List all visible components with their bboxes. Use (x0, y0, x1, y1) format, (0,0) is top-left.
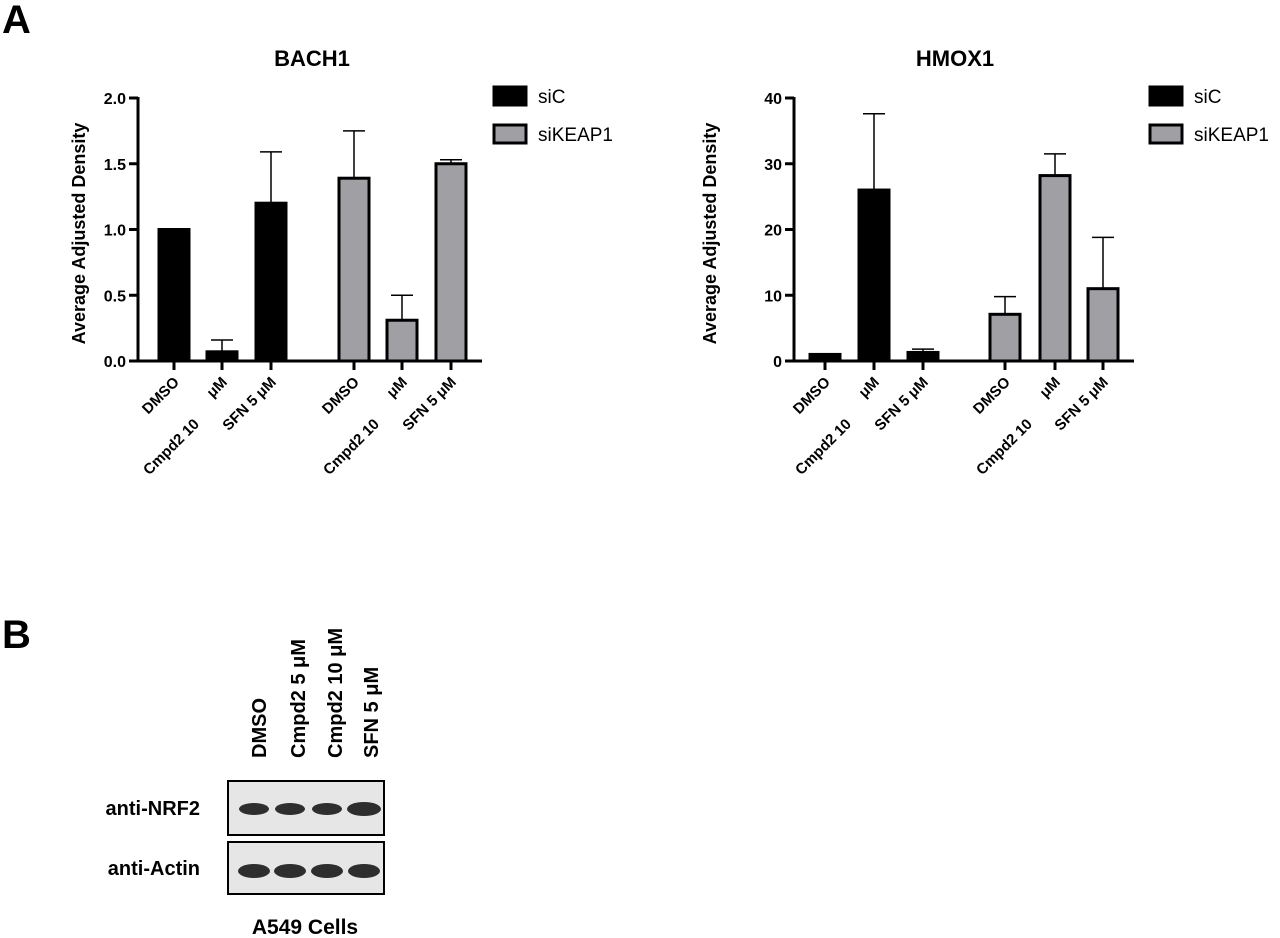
x-tick-label-dmso: DMSO (790, 374, 834, 418)
actin-band (311, 864, 343, 878)
x-tick-label-cmpd2: Cmpd2 10 (320, 416, 383, 479)
chart-title: BACH1 (274, 46, 350, 71)
blot-caption: A549 Cells (252, 916, 358, 938)
y-tick-label: 10 (764, 288, 782, 305)
legend-label-siC: siC (538, 87, 565, 108)
blot-row-label: anti-NRF2 (106, 798, 200, 820)
x-tick-label-cmpd2-unit: μM (1036, 374, 1063, 401)
bar-siC-cmpd2 (205, 350, 239, 363)
actin-band (238, 864, 270, 878)
nrf2-band (275, 803, 305, 815)
bar-siC-dmso (808, 352, 842, 363)
bar-siKEAP1-cmpd2 (385, 318, 419, 363)
blot-column-label: DMSO (249, 698, 271, 758)
legend-swatch-siKEAP1 (492, 123, 528, 145)
bach1-chart: BACH1 Average Adjusted Density 0.0 0.5 1.0 1.… (69, 46, 613, 479)
legend-swatch-siC (492, 85, 528, 107)
y-tick-label: 30 (764, 157, 782, 174)
legend-label-siKEAP1: siKEAP1 (538, 125, 613, 146)
actin-band (348, 864, 380, 878)
y-axis-label: Average Adjusted Density (69, 123, 89, 345)
nrf2-band (239, 803, 269, 815)
y-axis-label: Average Adjusted Density (700, 123, 720, 345)
x-tick-label-sfn: SFN 5 μM (219, 374, 279, 434)
legend-label-siKEAP1: siKEAP1 (1194, 125, 1269, 146)
chart-title: HMOX1 (916, 46, 994, 71)
nrf2-band (312, 803, 342, 815)
x-tick-label-cmpd2-unit: μM (383, 374, 410, 401)
western-blot: DMSO Cmpd2 5 μM Cmpd2 10 μM SFN 5 μM anti-NR… (106, 628, 385, 938)
blot-row-label: anti-Actin (108, 858, 200, 880)
x-tick-label-cmpd2: Cmpd2 10 (973, 416, 1036, 479)
x-tick-label-sfn: SFN 5 μM (399, 374, 459, 434)
x-tick-label-cmpd2: Cmpd2 10 (140, 416, 203, 479)
nrf2-band (347, 802, 381, 816)
bar-siKEAP1-sfn (434, 162, 468, 363)
blot-column-label: Cmpd2 10 μM (325, 628, 347, 758)
x-tick-label-dmso: DMSO (319, 374, 363, 418)
legend-label-siC: siC (1194, 87, 1221, 108)
bar-siKEAP1-sfn (1086, 287, 1120, 363)
panel-a-label: A (2, 0, 31, 42)
bar-siC-cmpd2 (857, 188, 891, 363)
y-tick-label: 2.0 (104, 91, 126, 108)
panel-b-label: B (2, 613, 31, 657)
x-tick-label-dmso: DMSO (139, 374, 183, 418)
y-tick-label: 0 (773, 354, 782, 371)
y-tick-label: 1.0 (104, 223, 126, 240)
y-tick-label: 1.5 (104, 157, 126, 174)
bar-siKEAP1-cmpd2 (1038, 174, 1072, 363)
y-tick-label: 0.0 (104, 354, 126, 371)
x-tick-label-cmpd2: Cmpd2 10 (792, 416, 855, 479)
legend-swatch-siC (1148, 85, 1184, 107)
y-tick-label: 0.5 (104, 288, 126, 305)
bar-siKEAP1-dmso (337, 176, 371, 363)
x-tick-label-sfn: SFN 5 μM (871, 374, 931, 434)
legend-swatch-siKEAP1 (1148, 123, 1184, 145)
hmox1-chart: HMOX1 Average Adjusted Density 0 10 20 30 40 DM… (700, 46, 1269, 479)
bar-siC-sfn (906, 350, 940, 363)
bar-siC-dmso (157, 228, 191, 363)
actin-band (274, 864, 306, 878)
bar-siC-sfn (254, 201, 288, 363)
bar-siKEAP1-dmso (988, 312, 1022, 363)
y-tick-label: 20 (764, 223, 782, 240)
blot-column-label: Cmpd2 5 μM (288, 639, 310, 758)
blot-column-label: SFN 5 μM (361, 667, 383, 758)
x-tick-label-dmso: DMSO (970, 374, 1014, 418)
x-tick-label-cmpd2-unit: μM (855, 374, 882, 401)
x-tick-label-cmpd2-unit: μM (203, 374, 230, 401)
y-tick-label: 40 (764, 91, 782, 108)
